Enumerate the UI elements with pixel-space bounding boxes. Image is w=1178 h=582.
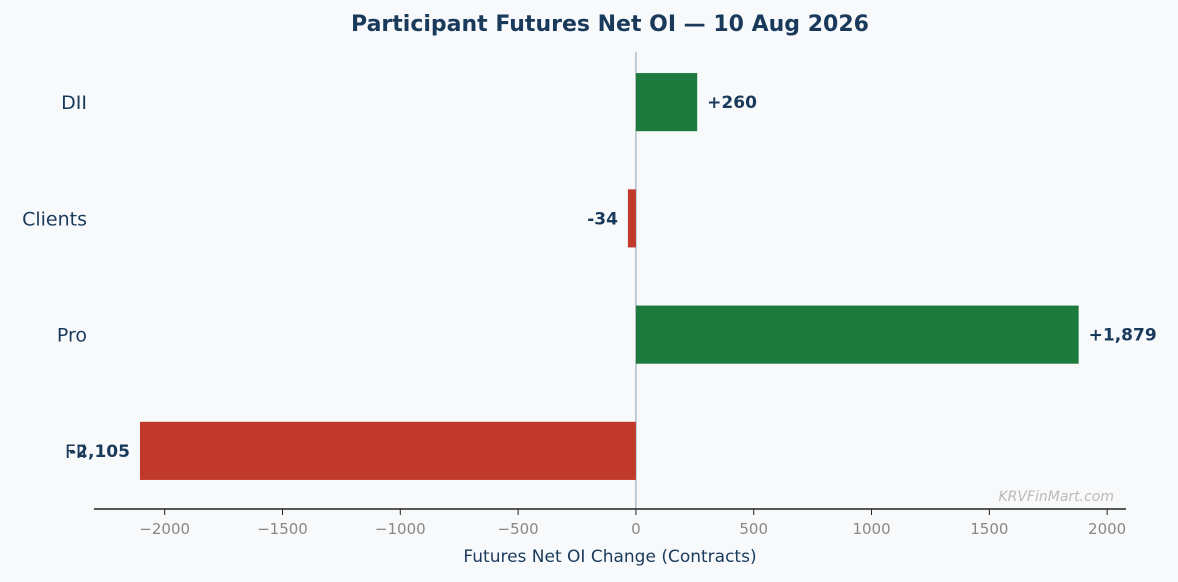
data-labels-group: +260 -34 +1,879 -2,105 [69, 93, 1157, 462]
x-tick-label: 500 [739, 520, 768, 538]
category-label-clients: Clients [22, 208, 87, 230]
x-axis-title: Futures Net OI Change (Contracts) [463, 547, 756, 567]
bar-dii [635, 73, 698, 132]
data-label-clients: -34 [587, 209, 618, 229]
x-ticks-group: −2000 −1500 −1000 −500 0 500 1000 1500 2000 [139, 509, 1126, 538]
data-label-fii: -2,105 [69, 442, 130, 462]
category-label-fii: FII [65, 441, 87, 463]
x-tick-label: 1500 [970, 520, 1008, 538]
category-labels-group: DII Clients Pro FII [22, 92, 87, 463]
x-tick-label: −500 [498, 520, 539, 538]
x-tick-label: −1000 [375, 520, 426, 538]
data-label-dii: +260 [707, 93, 757, 113]
data-label-pro: +1,879 [1089, 326, 1157, 346]
category-label-dii: DII [61, 92, 87, 114]
x-tick-label: −2000 [139, 520, 190, 538]
bar-fii [139, 421, 636, 480]
bar-pro [635, 305, 1079, 364]
bars-group [139, 73, 1079, 480]
chart-title: Participant Futures Net OI — 10 Aug 2026 [351, 12, 869, 37]
bar-clients [627, 189, 636, 248]
watermark: KRVFinMart.com [998, 489, 1114, 505]
x-tick-label: 1000 [852, 520, 890, 538]
x-tick-label: 0 [631, 520, 641, 538]
x-tick-label: −1500 [257, 520, 308, 538]
category-label-pro: Pro [57, 325, 87, 347]
x-tick-label: 2000 [1088, 520, 1126, 538]
